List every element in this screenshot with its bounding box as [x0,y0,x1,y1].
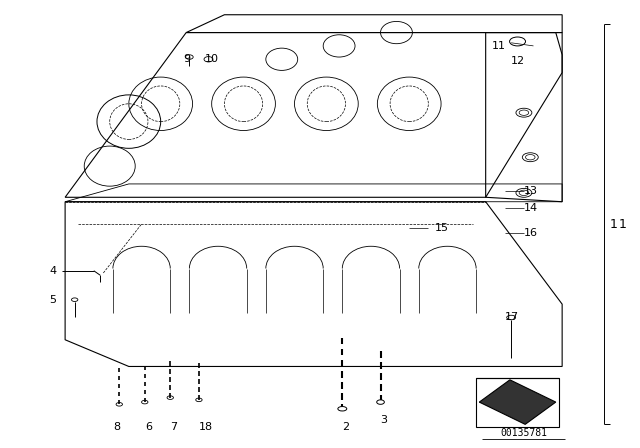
Text: 1: 1 [610,217,618,231]
Text: 14: 14 [524,203,538,213]
Text: 00135781: 00135781 [500,428,547,438]
Text: 2: 2 [342,422,349,431]
Text: 4: 4 [49,266,56,276]
Text: 3: 3 [381,415,388,425]
Text: 5: 5 [49,295,56,305]
Text: 15: 15 [435,224,449,233]
Text: 17: 17 [505,313,519,323]
Text: 1: 1 [618,217,626,231]
Text: 16: 16 [524,228,538,238]
Text: 8: 8 [113,422,120,431]
Polygon shape [479,380,556,424]
Text: 7: 7 [170,422,177,431]
Text: 10: 10 [205,54,220,64]
Text: 12: 12 [511,56,525,66]
Text: 9: 9 [183,54,190,64]
Text: 18: 18 [199,422,213,431]
Text: 6: 6 [145,422,152,431]
Text: 13: 13 [524,185,538,196]
Ellipse shape [338,406,347,411]
Text: 11: 11 [492,41,506,51]
Ellipse shape [377,400,385,404]
